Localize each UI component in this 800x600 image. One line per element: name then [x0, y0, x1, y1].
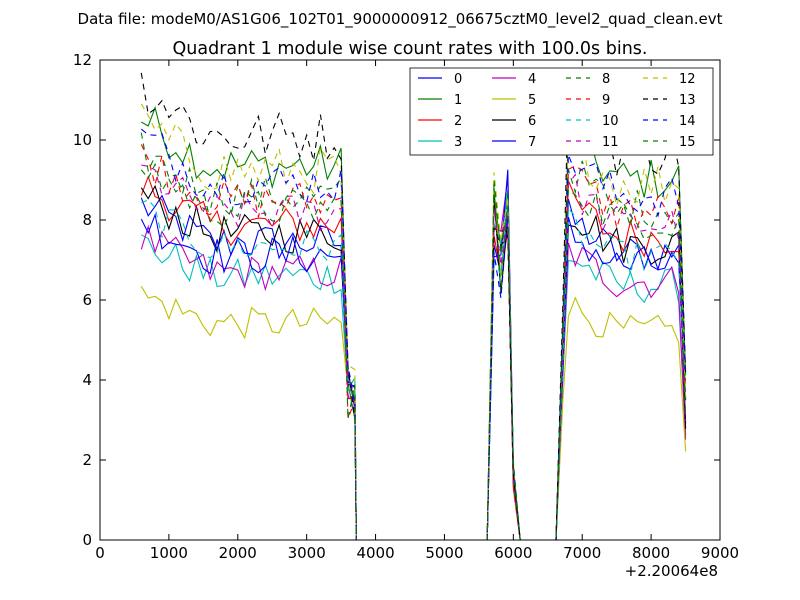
y-tick-label: 12: [73, 51, 92, 69]
x-tick-label: 2000: [219, 544, 257, 562]
legend-label-3: 3: [454, 135, 462, 150]
series-line-8: [140, 132, 687, 541]
legend-label-10: 10: [602, 114, 619, 129]
y-tick-label: 4: [82, 371, 92, 389]
legend-box: [409, 67, 714, 156]
legend-label-6: 6: [528, 114, 536, 129]
series-line-11: [141, 164, 687, 541]
tick-layer: 0 1000 2000 3000 4000 5000 6000 7000 8000 9000 0 2 4…: [73, 51, 739, 562]
legend-label-0: 0: [454, 72, 462, 87]
series-line-14: [140, 128, 687, 541]
series-line-3: [141, 189, 687, 541]
series-line-0: [140, 194, 687, 541]
x-tick-label: 6000: [494, 544, 532, 562]
legend-label-13: 13: [679, 93, 696, 108]
legend-label-14: 14: [679, 114, 696, 129]
legend-label-11: 11: [602, 135, 619, 150]
chart-supertitle: Data file: modeM0/AS1G06_102T01_90000009…: [78, 10, 723, 29]
x-tick-label: 3000: [288, 544, 326, 562]
x-tick-label: 9000: [701, 544, 739, 562]
legend-label-8: 8: [602, 72, 610, 87]
y-tick-label: 0: [82, 531, 92, 549]
legend-label-12: 12: [679, 72, 696, 87]
series-line-1: [141, 105, 687, 541]
legend-label-15: 15: [679, 135, 696, 150]
x-tick-label: 8000: [632, 544, 670, 562]
legend-label-5: 5: [528, 93, 536, 108]
series-line-7: [140, 169, 687, 541]
chart-title: Quadrant 1 module wise count rates with …: [173, 39, 648, 59]
x-tick-label: 5000: [425, 544, 463, 562]
legend-label-1: 1: [454, 93, 462, 108]
series-line-6: [140, 184, 687, 541]
series-line-2: [140, 175, 687, 541]
legend-label-4: 4: [528, 72, 536, 87]
y-tick-label: 2: [82, 451, 92, 469]
legend-label-7: 7: [528, 135, 536, 150]
x-offset-label: +2.20064e8: [625, 562, 718, 580]
x-tick-label: 0: [95, 544, 105, 562]
legend-label-9: 9: [602, 93, 610, 108]
series-line-5: [140, 188, 687, 541]
y-tick-label: 10: [73, 131, 92, 149]
x-tick-label: 7000: [563, 544, 601, 562]
y-tick-label: 6: [82, 291, 92, 309]
x-tick-label: 1000: [150, 544, 188, 562]
series-line-10: [141, 199, 687, 541]
legend-label-2: 2: [454, 114, 462, 129]
y-tick-label: 8: [82, 211, 92, 229]
x-tick-label: 4000: [356, 544, 394, 562]
